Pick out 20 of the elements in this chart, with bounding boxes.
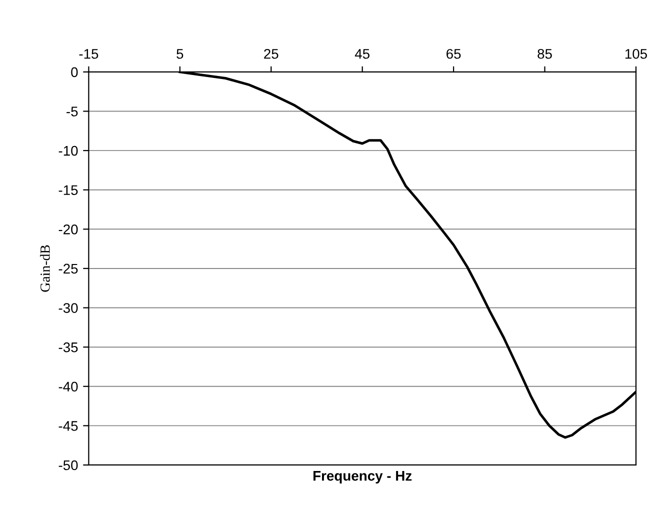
- x-axis-title: Frequency - Hz: [313, 471, 412, 484]
- x-tick-label: 65: [446, 48, 461, 59]
- x-tick-label: 25: [264, 48, 278, 59]
- y-tick-label: -35: [58, 342, 78, 352]
- x-tick-label: 85: [538, 48, 552, 59]
- x-tick-label: 5: [176, 49, 184, 59]
- y-tick-label: -15: [58, 185, 78, 196]
- y-tick-label: -50: [58, 460, 78, 470]
- y-tick-label: -45: [58, 421, 78, 431]
- y-tick-label: -30: [58, 303, 78, 313]
- y-tick-label: 0: [71, 67, 78, 78]
- x-tick-label: 105: [625, 48, 647, 59]
- x-tick-label: 45: [354, 49, 370, 59]
- x-tick-label: -15: [79, 49, 98, 59]
- y-tick-label: -5: [66, 106, 78, 116]
- y-tick-label: -20: [58, 224, 78, 234]
- y-tick-label: -10: [58, 146, 78, 156]
- y-tick-label: -25: [58, 264, 78, 274]
- y-tick-label: -40: [58, 382, 78, 392]
- y-axis-title: Gain-dB: [40, 245, 50, 292]
